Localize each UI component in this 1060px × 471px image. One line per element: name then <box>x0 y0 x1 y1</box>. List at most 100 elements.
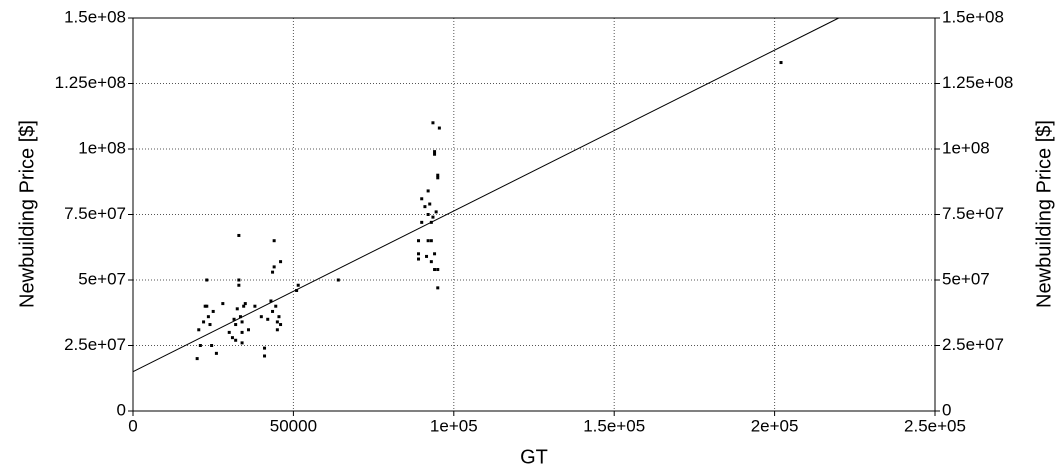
point <box>221 302 225 306</box>
point <box>205 304 209 308</box>
x-tick-label: 50000 <box>270 416 317 435</box>
point <box>296 283 300 287</box>
point <box>243 302 247 306</box>
point <box>197 328 201 332</box>
point <box>272 265 276 269</box>
y-axis-label: Newbuilding Price [$] <box>16 120 38 308</box>
point <box>271 270 275 274</box>
point <box>230 336 234 340</box>
point <box>208 323 212 327</box>
plot-frame <box>132 17 936 412</box>
point <box>426 189 430 193</box>
point <box>202 320 206 324</box>
fit-line <box>132 17 839 373</box>
y-tick-label: 1e+08 <box>78 138 126 157</box>
point <box>436 173 440 177</box>
point <box>436 268 440 272</box>
point <box>779 61 783 65</box>
point <box>234 338 238 342</box>
point <box>263 346 267 350</box>
x-axis-label: GT <box>520 446 548 468</box>
y2-tick-label: 0 <box>942 400 951 419</box>
point <box>240 320 244 324</box>
point <box>428 202 432 206</box>
y-tick-label: 1.5e+08 <box>64 7 126 26</box>
point <box>434 210 438 214</box>
x-tick-label: 1.5e+05 <box>583 416 645 435</box>
point <box>279 260 283 264</box>
point <box>274 304 278 308</box>
point <box>246 328 250 332</box>
point <box>242 304 246 308</box>
point <box>433 268 437 272</box>
point <box>237 283 241 287</box>
point <box>433 152 437 156</box>
point <box>210 344 214 347</box>
point <box>240 341 244 345</box>
y-tick-label: 7.5e+07 <box>64 204 126 223</box>
point <box>433 252 437 256</box>
y2-tick-label: 1.5e+08 <box>942 7 1004 26</box>
point <box>279 323 283 327</box>
point <box>206 315 210 319</box>
x-tick-label: 1e+05 <box>430 416 478 435</box>
point <box>263 354 267 358</box>
point <box>437 126 441 130</box>
point <box>271 309 275 313</box>
point <box>429 260 433 264</box>
y-tick-label: 1.25e+08 <box>55 73 126 92</box>
point <box>198 344 202 347</box>
x-tick-label: 2.5e+05 <box>904 416 966 435</box>
x-tick-label: 2e+05 <box>751 416 799 435</box>
y2-tick-label: 2.5e+07 <box>942 335 1004 354</box>
point <box>238 315 242 319</box>
point <box>195 357 199 361</box>
point <box>433 150 437 154</box>
y2-tick-label: 5e+07 <box>942 269 990 288</box>
y2-tick-label: 1.25e+08 <box>942 73 1013 92</box>
point <box>277 315 281 319</box>
point <box>235 307 239 311</box>
y-tick-label: 5e+07 <box>78 269 126 288</box>
point <box>417 239 421 243</box>
y2-tick-label: 1e+08 <box>942 138 990 157</box>
point <box>259 315 263 319</box>
point <box>425 254 429 258</box>
point <box>211 309 215 313</box>
point <box>436 286 440 290</box>
point <box>420 197 424 201</box>
point <box>253 304 257 308</box>
point <box>426 239 430 243</box>
point <box>269 299 273 303</box>
point <box>431 121 435 125</box>
point <box>237 278 241 282</box>
point <box>417 257 421 261</box>
y-tick-label: 0 <box>117 400 126 419</box>
y2-axis-label: Newbuilding Price [$] <box>1033 120 1055 308</box>
point <box>266 317 270 321</box>
point <box>240 330 244 334</box>
point <box>232 317 236 321</box>
point <box>431 215 435 219</box>
point <box>420 220 424 224</box>
point <box>203 304 207 308</box>
point <box>275 320 279 324</box>
point <box>426 213 430 216</box>
point <box>237 233 241 237</box>
point <box>205 278 209 282</box>
point <box>275 328 279 332</box>
point <box>234 323 238 327</box>
point <box>336 278 340 282</box>
point <box>227 330 231 334</box>
x-tick-label: 0 <box>128 416 137 435</box>
point <box>295 288 299 292</box>
point <box>423 205 427 209</box>
point <box>429 239 433 243</box>
point <box>436 176 440 180</box>
point <box>272 239 276 243</box>
y-tick-label: 2.5e+07 <box>64 335 126 354</box>
y2-tick-label: 7.5e+07 <box>942 204 1004 223</box>
point <box>417 252 421 256</box>
point <box>214 351 218 355</box>
